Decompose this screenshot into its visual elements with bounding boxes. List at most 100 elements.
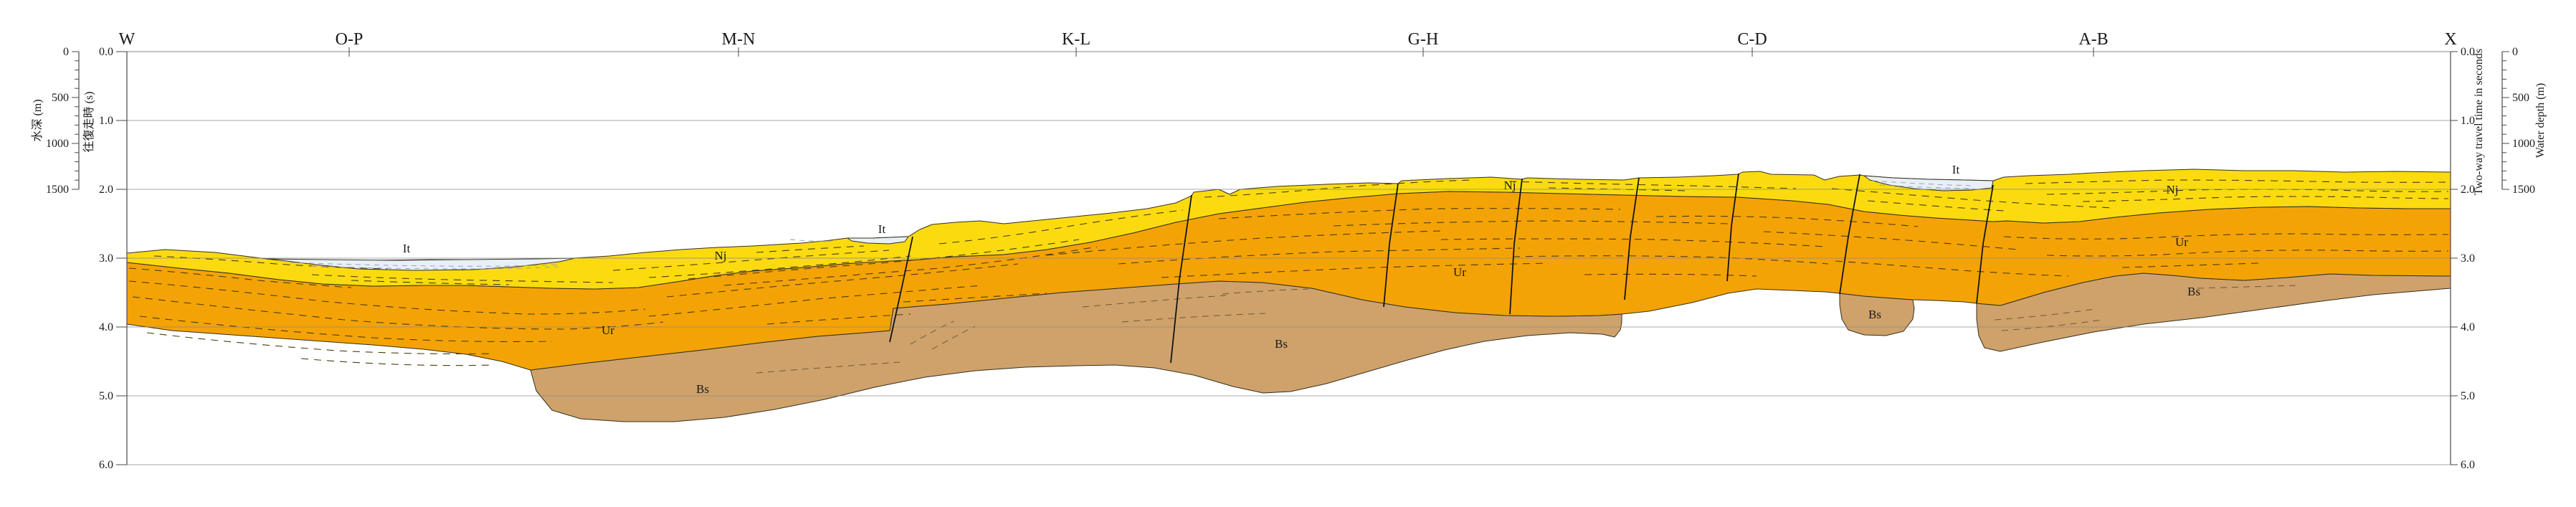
reflector-it <box>789 239 835 242</box>
reflector-ur <box>1655 215 1919 227</box>
unit-label-nj: Nj <box>2167 183 2179 196</box>
right-time-label: 4.0 <box>2461 321 2475 333</box>
reflector-ur <box>1046 230 1442 256</box>
left-time-label: 2.0 <box>99 184 113 196</box>
left-time-axis-title: 往復走時 (s) <box>82 92 95 153</box>
unit-label-ur: Ur <box>1453 265 1466 279</box>
time-gridlines <box>127 51 2451 465</box>
unit-label-nj: Nj <box>1504 179 1516 192</box>
reflector-bs <box>1082 295 1227 308</box>
reflector-ur <box>766 313 911 325</box>
right-time-label: 3.0 <box>2461 252 2475 265</box>
unit-label-ur: Ur <box>602 323 614 337</box>
reflector-dashes <box>128 179 2449 374</box>
reflector-nj <box>1204 179 1474 198</box>
reflector-ur <box>128 267 352 288</box>
reflector-nj <box>938 209 1184 245</box>
fault-line-3 <box>1383 183 1399 308</box>
reflector-bs <box>1994 308 2096 321</box>
reflector-it <box>290 262 560 267</box>
reflector-nj <box>311 274 614 283</box>
reflector-nj <box>2025 179 2449 184</box>
reflector-ur <box>132 296 664 330</box>
reflector-ur <box>139 316 553 342</box>
reflector-ur <box>903 293 1047 303</box>
right-time-label: 2.0 <box>2461 184 2475 196</box>
reflector-ur <box>1835 260 2069 277</box>
left-time-label: 5.0 <box>99 390 113 402</box>
reflector-it <box>1879 184 1974 189</box>
unit-label-it: It <box>1952 163 1960 176</box>
right-depth-label: 1000 <box>2512 138 2535 150</box>
reflector-bs <box>2197 285 2299 289</box>
left-depth-label: 0 <box>63 46 69 58</box>
fault-line-4 <box>1509 178 1523 315</box>
unit-label-bs: Bs <box>1275 337 1288 351</box>
section-marker-G-H: G-H <box>1408 30 1439 49</box>
reflector-ur <box>128 280 646 315</box>
reflector-ur <box>688 239 1080 280</box>
fault-line-6 <box>1726 173 1739 282</box>
layer-it <box>1863 175 1994 191</box>
unit-label-bs: Bs <box>696 382 709 396</box>
layer-nj <box>126 169 2451 290</box>
unit-label-ur: Ur <box>2175 235 2188 249</box>
left-depth-label: 1500 <box>46 184 69 196</box>
unit-label-nj: Nj <box>715 249 727 262</box>
section-marker-K-L: K-L <box>1062 30 1090 49</box>
geology-layers <box>126 169 2451 422</box>
reflector-bs <box>756 361 900 374</box>
section-marker-O-P: O-P <box>336 30 363 49</box>
reflector-ur <box>1161 262 1549 278</box>
reflector-ur <box>1333 220 1729 227</box>
right-depth-label: 0 <box>2512 46 2518 58</box>
fault-line-1 <box>889 236 913 343</box>
reflector-nj <box>756 245 865 253</box>
reflector-nj <box>351 280 510 285</box>
reflector-nj <box>153 255 388 270</box>
reflector-it <box>311 265 559 270</box>
left-time-label: 4.0 <box>99 321 113 333</box>
left-time-label: 1.0 <box>99 115 113 127</box>
reflector-it <box>1872 180 1974 186</box>
section-marker-A-B: A-B <box>2078 30 2108 49</box>
reflector-nj <box>612 250 890 271</box>
left-time-label: 3.0 <box>99 252 113 265</box>
right-time-label: 0.0 <box>2461 46 2475 58</box>
reflector-ur <box>1218 208 1621 219</box>
left-depth-label: 500 <box>52 92 69 104</box>
unit-label-bs: Bs <box>2187 285 2200 298</box>
unit-label-it: It <box>403 242 411 255</box>
reflector-ur <box>1512 255 1829 265</box>
fault-line-7 <box>1839 174 1860 295</box>
reflector-ur <box>666 263 1019 298</box>
left-depth-label: 1000 <box>46 138 69 150</box>
unit-label-bs: Bs <box>1868 308 1881 321</box>
right-depth-label: 500 <box>2512 92 2529 104</box>
right-time-label: 1.0 <box>2461 115 2475 127</box>
section-marker-W: W <box>119 30 136 49</box>
reflector-bs <box>2001 319 2103 331</box>
reflector-ur <box>723 246 1098 286</box>
fault-line-2 <box>1170 194 1192 364</box>
section-marker-C-D: C-D <box>1737 30 1767 49</box>
reflector-ur <box>1763 231 2019 250</box>
right-time-label: 5.0 <box>2461 390 2475 402</box>
right-depth-label: 1500 <box>2512 184 2535 196</box>
fault-line-5 <box>1624 177 1640 300</box>
reflector-nj <box>2082 196 2449 202</box>
reflector-ur <box>2121 262 2259 268</box>
reflector-ur <box>146 332 495 355</box>
reflector-ur <box>2003 233 2449 240</box>
reflector-ur <box>1118 247 1521 265</box>
reflector-ur <box>648 285 983 317</box>
unit-label-it: It <box>878 222 886 236</box>
left-depth-axis-title: 水深 (m) <box>31 99 44 141</box>
right-depth-axis-title: Water depth (m) <box>2534 83 2547 158</box>
reflector-ur <box>300 358 495 366</box>
fault-line-8 <box>1976 184 1994 304</box>
reflector-nj <box>2046 189 2449 195</box>
reflector-bs <box>910 321 954 345</box>
